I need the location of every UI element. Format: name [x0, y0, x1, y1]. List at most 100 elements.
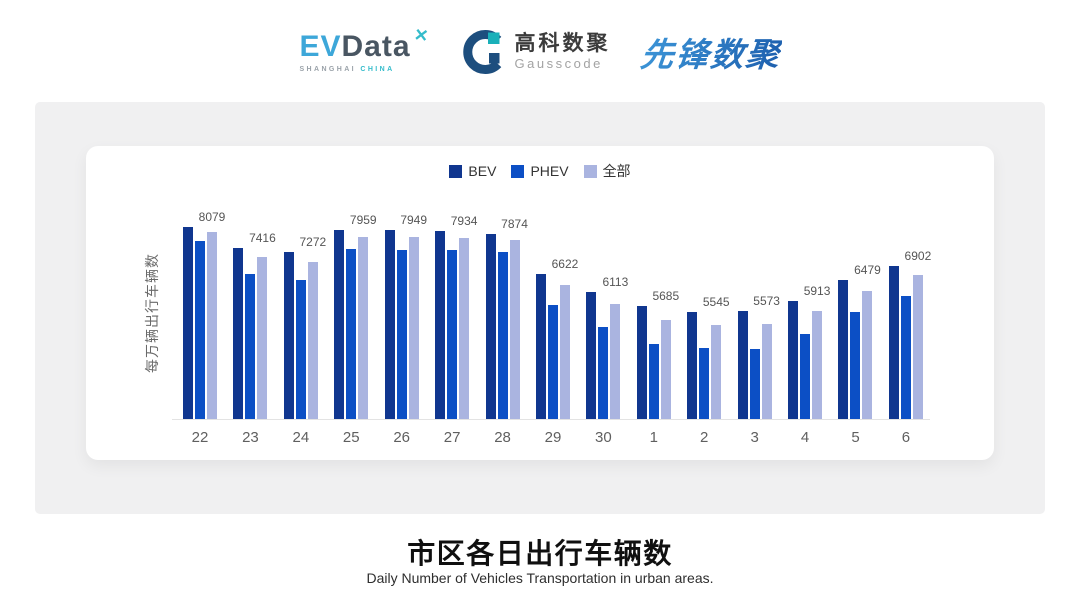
- bar-all-6: [912, 275, 923, 419]
- bar-group-29: 6622: [535, 219, 578, 419]
- x-tick-4: 4: [800, 429, 810, 446]
- legend-item-all[interactable]: 全部: [583, 161, 631, 181]
- bar-all-5: [862, 291, 873, 419]
- bar-value-label-26: 7949: [400, 213, 428, 227]
- bar-group-26: 7949: [384, 214, 427, 419]
- bar-bev-4: [788, 301, 799, 419]
- evdata-subtext: SHANGHAI CHINA: [299, 66, 394, 73]
- bar-value-label-23: 7416: [249, 231, 276, 245]
- evdata-shanghai-text: SHANGHAI: [299, 65, 357, 73]
- x-tick-6: 6: [901, 429, 911, 446]
- bar-phev-1: [648, 344, 659, 419]
- bar-phev-27: [447, 250, 458, 419]
- bar-all-28: [509, 240, 520, 419]
- bar-bev-22: [183, 227, 193, 419]
- chart-legend: BEV PHEV 全部: [86, 161, 994, 181]
- bar-all-3: [761, 324, 772, 419]
- legend-label-all: 全部: [602, 163, 631, 179]
- bar-group-22: 8079: [183, 211, 225, 419]
- bar-phev-24: [295, 280, 306, 419]
- legend-swatch-bev: [449, 164, 463, 178]
- x-tick-1: 1: [649, 429, 658, 446]
- evdata-logo: EVData ✕ SHANGHAI CHINA: [299, 25, 429, 73]
- bar-phev-26: [396, 250, 407, 419]
- bar-value-label-24: 7272: [299, 235, 327, 249]
- bar-value-label-5: 6479: [854, 263, 881, 277]
- legend-label-phev: PHEV: [530, 163, 569, 179]
- bar-group-5: 6479: [838, 219, 881, 419]
- bar-group-27: 7934: [435, 215, 477, 419]
- bar-bev-28: [485, 234, 496, 419]
- x-axis-tick-labels: 22 23 24 25 26 27 28 29 30 1 2 3 4 5 6: [183, 429, 923, 446]
- legend-swatch-phev: [511, 164, 525, 178]
- bar-bev-25: [334, 230, 345, 419]
- legend-item-phev[interactable]: PHEV: [511, 163, 569, 179]
- figure-subtitle: Daily Number of Vehicles Transportation …: [366, 570, 714, 586]
- bar-value-label-6: 6902: [904, 249, 932, 263]
- bar-value-label-1: 5685: [652, 289, 680, 303]
- bar-phev-28: [497, 252, 508, 419]
- bar-group-24: 7272: [283, 219, 326, 419]
- bar-phev-6: [900, 296, 911, 419]
- gausscode-logo: 高科数聚 Gausscode: [459, 29, 611, 75]
- chart-card: BEV PHEV 全部 每万辆出行车辆数 8079 7416 7272 7959 7949 7…: [86, 146, 994, 460]
- bar-value-label-25: 7959: [349, 213, 377, 227]
- bar-bev-30: [586, 292, 597, 419]
- legend-item-bev[interactable]: BEV: [449, 163, 496, 179]
- x-tick-28: 28: [494, 429, 511, 446]
- x-tick-24: 24: [292, 429, 310, 446]
- bar-phev-3: [749, 349, 760, 419]
- bar-group-2: 5545: [687, 219, 730, 419]
- bar-bev-23: [233, 248, 244, 419]
- bar-phev-23: [245, 274, 256, 419]
- x-tick-5: 5: [851, 429, 860, 446]
- bar-all-2: [711, 325, 722, 419]
- x-tick-22: 22: [191, 429, 209, 446]
- x-tick-25: 25: [342, 429, 360, 446]
- bar-bev-1: [636, 306, 647, 419]
- bar-all-25: [358, 237, 369, 419]
- bar-group-3: 5573: [737, 219, 780, 419]
- bar-phev-4: [800, 334, 811, 419]
- header-logos: EVData ✕ SHANGHAI CHINA 高科数聚 Gausscode 先…: [0, 20, 1080, 84]
- bar-group-6: 6902: [888, 219, 931, 419]
- gausscode-g-icon: [462, 30, 501, 74]
- bar-phev-5: [850, 312, 861, 419]
- bar-all-30: [610, 304, 621, 419]
- bar-plot-area: 8079 7416 7272 7959 7949 7934 7874 6622 6113 5685…: [183, 211, 931, 419]
- bar-all-23: [257, 257, 268, 419]
- bar-all-27: [459, 238, 470, 419]
- bar-bev-29: [535, 274, 546, 419]
- bar-value-label-28: 7874: [501, 217, 528, 231]
- y-axis-title: 每万辆出行车辆数: [144, 253, 160, 373]
- x-tick-30: 30: [595, 429, 612, 446]
- x-tick-23: 23: [242, 429, 259, 446]
- evdata-data-text: Data: [341, 29, 411, 63]
- bar-bev-6: [888, 266, 899, 419]
- x-tick-26: 26: [393, 429, 411, 446]
- bar-value-label-4: 5913: [803, 284, 831, 298]
- bar-group-28: 7874: [485, 218, 528, 419]
- x-tick-29: 29: [544, 429, 562, 446]
- bar-value-label-27: 7934: [450, 214, 478, 228]
- bar-all-4: [812, 311, 823, 419]
- bar-value-label-22: 8079: [198, 210, 226, 224]
- bar-value-label-3: 5573: [753, 294, 780, 308]
- gausscode-text: 高科数聚 Gausscode: [515, 32, 611, 71]
- bar-bev-2: [687, 312, 698, 419]
- evdata-propeller-icon: ✕: [413, 24, 430, 46]
- bar-phev-30: [598, 327, 609, 419]
- figure-title: 市区各日出行车辆数: [407, 538, 673, 569]
- bar-bev-5: [838, 280, 849, 419]
- gausscode-en-text: Gausscode: [514, 56, 603, 72]
- x-tick-27: 27: [443, 429, 461, 446]
- evdata-ev-text: EV: [299, 29, 342, 63]
- bar-phev-29: [547, 305, 558, 419]
- bar-all-1: [660, 320, 671, 419]
- legend-label-bev: BEV: [468, 163, 497, 179]
- bar-all-26: [408, 237, 419, 419]
- bar-all-29: [559, 285, 570, 419]
- gausscode-cn-text: 高科数聚: [514, 32, 611, 56]
- bar-group-1: 5685: [636, 219, 679, 419]
- bar-bev-24: [283, 252, 294, 419]
